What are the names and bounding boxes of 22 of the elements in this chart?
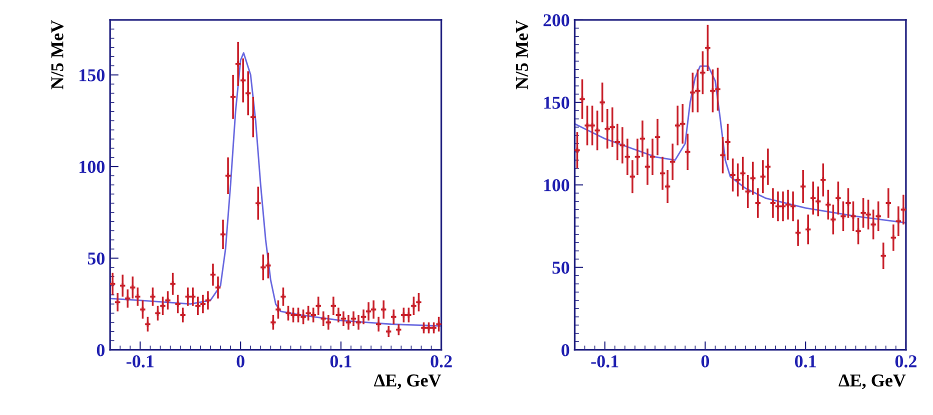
y-tick-label: 100 xyxy=(544,179,570,192)
line-series xyxy=(574,65,906,224)
x-tick-label: 0 xyxy=(701,355,710,368)
x-tick-label: 0.2 xyxy=(430,355,452,368)
y-tick-label: 0 xyxy=(562,344,570,356)
x-tick-label: 0 xyxy=(236,355,244,368)
x-axis-title: ΔE, GeV xyxy=(838,374,906,390)
y-tick-label: 50 xyxy=(88,252,105,265)
y-tick-label: 100 xyxy=(80,160,105,173)
x-axis-title: ΔE, GeV xyxy=(374,374,442,390)
y-tick-label: 0 xyxy=(96,344,105,356)
x-tick-label: -0.1 xyxy=(126,355,154,368)
y-tick-label: 50 xyxy=(552,262,570,274)
x-tick-label: 0.1 xyxy=(794,355,816,368)
y-tick-label: 150 xyxy=(544,96,570,109)
y-axis-title: N/5 MeV xyxy=(51,20,64,90)
y-tick-label: 150 xyxy=(80,69,105,82)
y-tick-label: 200 xyxy=(544,14,570,26)
x-tick-label: -0.1 xyxy=(591,355,618,368)
x-tick-label: 0.2 xyxy=(895,355,916,368)
y-axis-title: N/5 MeV xyxy=(516,20,528,90)
x-tick-label: 0.1 xyxy=(330,355,352,368)
